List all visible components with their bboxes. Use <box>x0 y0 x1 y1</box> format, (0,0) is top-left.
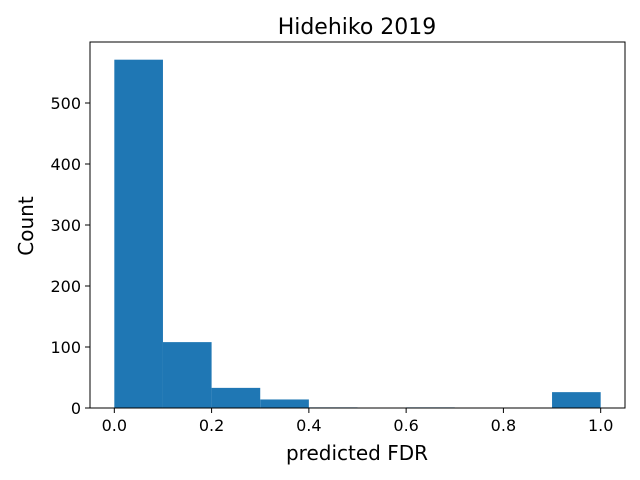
y-tick-label: 400 <box>50 155 81 174</box>
histogram-bar <box>114 59 163 408</box>
histogram-bar <box>162 342 212 408</box>
histogram-bar <box>211 387 261 408</box>
y-tick-label: 500 <box>50 94 81 113</box>
x-axis-label: predicted FDR <box>286 441 428 465</box>
x-axis-ticks: 0.0 0.2 0.4 0.6 0.8 1.0 <box>102 408 613 435</box>
y-tick-label: 200 <box>50 277 81 296</box>
y-tick-label: 100 <box>50 338 81 357</box>
chart-title: Hidehiko 2019 <box>278 15 437 40</box>
y-tick-label: 0 <box>71 399 81 418</box>
x-tick-label: 1.0 <box>588 416 613 435</box>
x-tick-label: 0.6 <box>393 416 418 435</box>
y-axis-ticks: 0 100 200 300 400 500 <box>50 94 90 418</box>
x-tick-label: 0.8 <box>491 416 516 435</box>
histogram-bar <box>552 392 601 408</box>
x-tick-label: 0.0 <box>102 416 127 435</box>
bars-group <box>114 59 601 408</box>
y-tick-label: 300 <box>50 216 81 235</box>
x-tick-label: 0.4 <box>296 416 321 435</box>
y-axis-label: Count <box>14 196 38 256</box>
x-tick-label: 0.2 <box>199 416 224 435</box>
histogram-bar <box>260 399 309 408</box>
